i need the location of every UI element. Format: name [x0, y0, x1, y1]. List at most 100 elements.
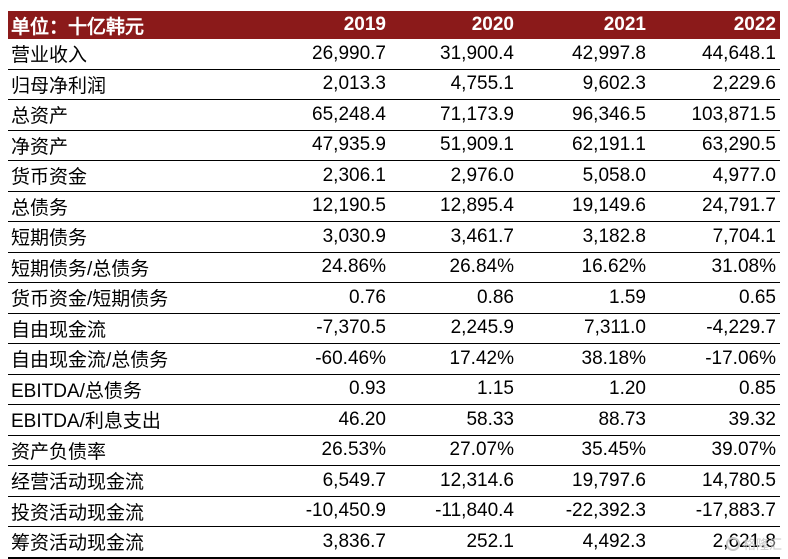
value-cell: 9,602.3	[518, 69, 650, 100]
value-cell: 38.18%	[518, 343, 650, 375]
value-cell: 96,346.5	[518, 99, 650, 131]
value-cell: 12,314.6	[390, 465, 518, 497]
value-cell: 103,871.5	[650, 99, 780, 131]
value-cell: 2,976.0	[390, 160, 518, 192]
value-cell: 4,977.0	[650, 160, 780, 192]
value-cell: 31.08%	[650, 252, 780, 283]
value-cell: 44,648.1	[650, 39, 780, 70]
row-label: 货币资金/短期债务	[8, 282, 262, 314]
value-cell: 88.73	[518, 404, 650, 436]
table-row: 投资活动现金流 -10,450.9 -11,840.4 -22,392.3 -17,88…	[8, 496, 780, 527]
watermark: 格隆汇	[725, 534, 782, 553]
table-row: 归母净利润 2,013.3 4,755.1 9,602.3 2,229.6	[8, 69, 780, 100]
table-row: 短期债务/总债务 24.86% 26.84% 16.62% 31.08%	[8, 252, 780, 283]
row-label: 短期债务/总债务	[8, 252, 262, 283]
row-label: 货币资金	[8, 160, 262, 192]
value-cell: 1.15	[390, 374, 518, 405]
value-cell: -11,840.4	[390, 496, 518, 527]
table-header-row: 单位：十亿韩元 2019 2020 2021 2022	[8, 11, 780, 39]
value-cell: 4,755.1	[390, 69, 518, 100]
year-header: 2022	[650, 11, 780, 39]
value-cell: 16.62%	[518, 252, 650, 283]
table-row: 货币资金 2,306.1 2,976.0 5,058.0 4,977.0	[8, 160, 780, 192]
row-label: EBITDA/总债务	[8, 374, 262, 405]
value-cell: 4,492.3	[518, 526, 650, 559]
table-row: 自由现金流/总债务 -60.46% 17.42% 38.18% -17.06%	[8, 343, 780, 375]
value-cell: 19,797.6	[518, 465, 650, 497]
year-header: 2020	[390, 11, 518, 39]
value-cell: 5,058.0	[518, 160, 650, 192]
year-header: 2019	[262, 11, 390, 39]
table-row: EBITDA/总债务 0.93 1.15 1.20 0.85	[8, 374, 780, 405]
value-cell: 62,191.1	[518, 130, 650, 161]
value-cell: 1.20	[518, 374, 650, 405]
row-label: 自由现金流	[8, 313, 262, 344]
table-row: 总债务 12,190.5 12,895.4 19,149.6 24,791.7	[8, 191, 780, 222]
table-row: 总资产 65,248.4 71,173.9 96,346.5 103,871.5	[8, 99, 780, 131]
table-row: EBITDA/利息支出 46.20 58.33 88.73 39.32	[8, 404, 780, 436]
table-row: 净资产 47,935.9 51,909.1 62,191.1 63,290.5	[8, 130, 780, 161]
table-body: 营业收入 26,990.7 31,900.4 42,997.8 44,648.1 归母净利…	[8, 39, 780, 559]
value-cell: 58.33	[390, 404, 518, 436]
value-cell: 2,229.6	[650, 69, 780, 100]
value-cell: 3,461.7	[390, 221, 518, 253]
value-cell: 0.93	[262, 374, 390, 405]
row-label: 净资产	[8, 130, 262, 161]
value-cell: 27.07%	[390, 435, 518, 466]
value-cell: 19,149.6	[518, 191, 650, 222]
table-row: 货币资金/短期债务 0.76 0.86 1.59 0.65	[8, 282, 780, 314]
value-cell: 39.32	[650, 404, 780, 436]
value-cell: 2,013.3	[262, 69, 390, 100]
table-row: 筹资活动现金流 3,836.7 252.1 4,492.3 2,621.8	[8, 526, 780, 559]
row-label: 筹资活动现金流	[8, 526, 262, 559]
value-cell: 17.42%	[390, 343, 518, 375]
value-cell: 24.86%	[262, 252, 390, 283]
value-cell: 35.45%	[518, 435, 650, 466]
gelonghui-logo-icon	[725, 536, 740, 551]
financial-table: 单位：十亿韩元 2019 2020 2021 2022 营业收入 26,990.7…	[8, 11, 780, 559]
value-cell: 2,306.1	[262, 160, 390, 192]
row-label: 归母净利润	[8, 69, 262, 100]
value-cell: -22,392.3	[518, 496, 650, 527]
value-cell: 63,290.5	[650, 130, 780, 161]
value-cell: 0.85	[650, 374, 780, 405]
value-cell: 14,780.5	[650, 465, 780, 497]
table-row: 经营活动现金流 6,549.7 12,314.6 19,797.6 14,780.5	[8, 465, 780, 497]
row-label: EBITDA/利息支出	[8, 404, 262, 436]
unit-header: 单位：十亿韩元	[8, 11, 262, 39]
row-label: 经营活动现金流	[8, 465, 262, 497]
value-cell: 26.84%	[390, 252, 518, 283]
value-cell: 3,836.7	[262, 526, 390, 559]
value-cell: 31,900.4	[390, 39, 518, 70]
value-cell: 3,182.8	[518, 221, 650, 253]
row-label: 投资活动现金流	[8, 496, 262, 527]
row-label: 总资产	[8, 99, 262, 131]
table-row: 资产负债率 26.53% 27.07% 35.45% 39.07%	[8, 435, 780, 466]
value-cell: 0.86	[390, 282, 518, 314]
value-cell: -4,229.7	[650, 313, 780, 344]
value-cell: -17.06%	[650, 343, 780, 375]
value-cell: 7,311.0	[518, 313, 650, 344]
value-cell: 3,030.9	[262, 221, 390, 253]
value-cell: 65,248.4	[262, 99, 390, 131]
value-cell: 6,549.7	[262, 465, 390, 497]
value-cell: 47,935.9	[262, 130, 390, 161]
table-row: 自由现金流 -7,370.5 2,245.9 7,311.0 -4,229.7	[8, 313, 780, 344]
value-cell: -60.46%	[262, 343, 390, 375]
value-cell: 26,990.7	[262, 39, 390, 70]
value-cell: 42,997.8	[518, 39, 650, 70]
value-cell: -10,450.9	[262, 496, 390, 527]
row-label: 营业收入	[8, 39, 262, 70]
value-cell: 39.07%	[650, 435, 780, 466]
row-label: 自由现金流/总债务	[8, 343, 262, 375]
value-cell: 26.53%	[262, 435, 390, 466]
table-row: 营业收入 26,990.7 31,900.4 42,997.8 44,648.1	[8, 39, 780, 70]
value-cell: 71,173.9	[390, 99, 518, 131]
value-cell: 252.1	[390, 526, 518, 559]
value-cell: 0.76	[262, 282, 390, 314]
table-row: 短期债务 3,030.9 3,461.7 3,182.8 7,704.1	[8, 221, 780, 253]
value-cell: 51,909.1	[390, 130, 518, 161]
value-cell: -17,883.7	[650, 496, 780, 527]
value-cell: -7,370.5	[262, 313, 390, 344]
value-cell: 2,245.9	[390, 313, 518, 344]
